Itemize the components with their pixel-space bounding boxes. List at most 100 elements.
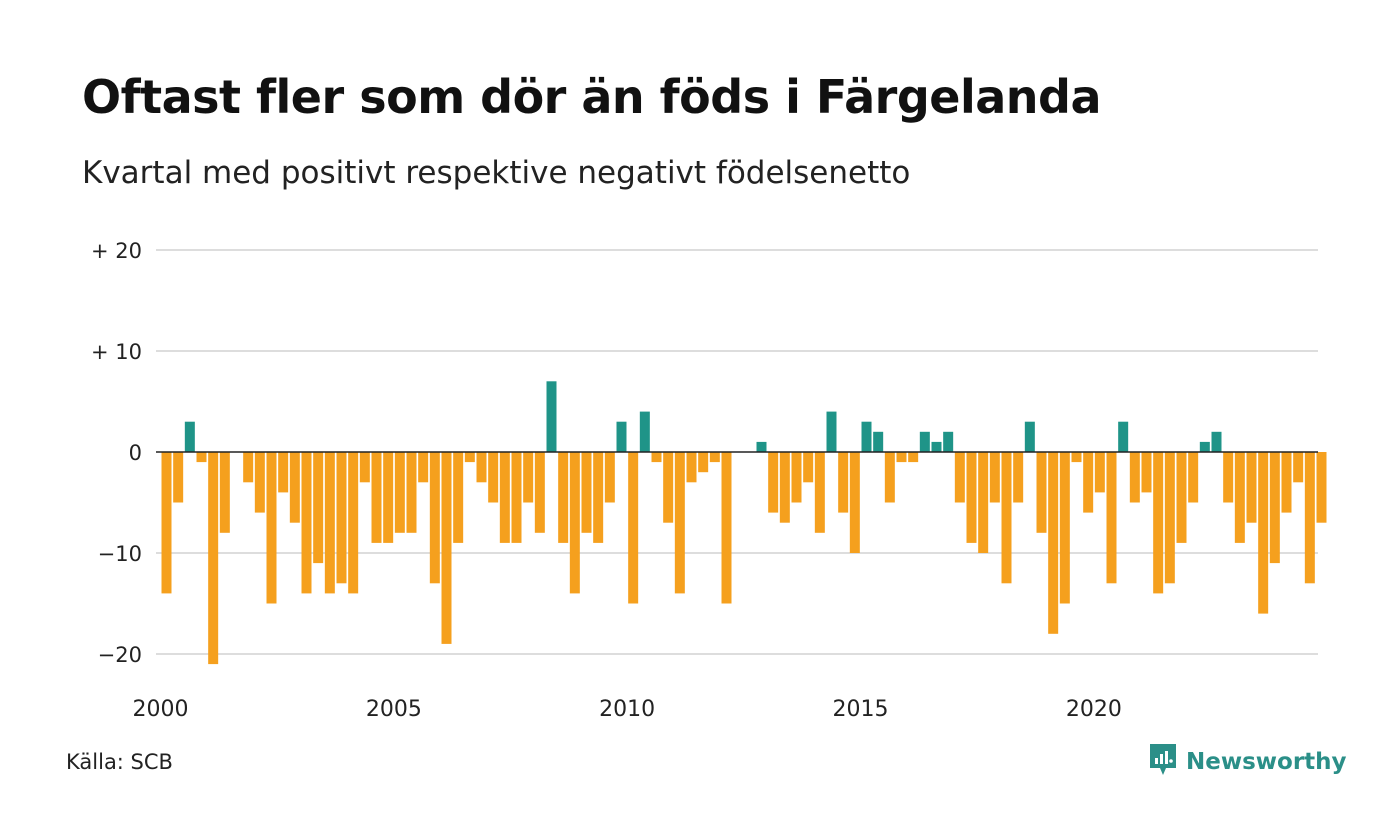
bar <box>814 452 825 533</box>
y-tick-label: 0 <box>129 441 142 465</box>
bar <box>1164 452 1175 584</box>
bar <box>534 452 545 533</box>
bar <box>698 452 709 473</box>
x-tick-label: 2015 <box>833 697 889 722</box>
bar <box>1106 452 1117 584</box>
brand-name: Newsworthy <box>1186 749 1347 775</box>
newsworthy-logo-icon <box>1148 742 1178 782</box>
bar <box>873 431 884 452</box>
bar <box>791 452 802 503</box>
bar <box>569 452 580 594</box>
bar <box>1269 452 1280 564</box>
bar <box>616 421 627 452</box>
x-tick-label: 2000 <box>133 697 189 722</box>
bar <box>1013 452 1024 503</box>
y-tick-label: + 20 <box>91 239 142 263</box>
bar <box>768 452 779 513</box>
bar <box>219 452 230 533</box>
x-tick-label: 2020 <box>1066 697 1122 722</box>
bar <box>966 452 977 543</box>
bar <box>418 452 429 483</box>
bar <box>803 452 814 483</box>
bar <box>359 452 370 483</box>
x-tick-label: 2010 <box>599 697 655 722</box>
bar <box>604 452 615 503</box>
bar <box>254 452 265 513</box>
bar <box>593 452 604 543</box>
bar <box>1258 452 1269 614</box>
bar <box>628 452 639 604</box>
bar <box>1048 452 1059 634</box>
bar <box>1094 452 1105 493</box>
bar <box>348 452 359 594</box>
bar <box>639 411 650 452</box>
bar <box>558 452 569 543</box>
bar <box>441 452 452 644</box>
bar <box>1153 452 1164 594</box>
bar <box>954 452 965 503</box>
bar <box>383 452 394 543</box>
bar <box>896 452 907 463</box>
bar <box>243 452 254 483</box>
y-tick-label: −10 <box>98 542 142 566</box>
bar <box>429 452 440 584</box>
bars <box>161 381 1327 665</box>
bar <box>1071 452 1082 463</box>
y-tick-label: + 10 <box>91 340 142 364</box>
bar <box>173 452 184 503</box>
bar <box>1293 452 1304 483</box>
chart-title: Oftast fler som dör än föds i Färgelanda <box>82 70 1102 124</box>
bar <box>511 452 522 543</box>
bar <box>406 452 417 533</box>
bar <box>709 452 720 463</box>
bar <box>394 452 405 533</box>
bar <box>1211 431 1222 452</box>
bar <box>943 431 954 452</box>
bar <box>464 452 475 463</box>
bar <box>1188 452 1199 503</box>
bar <box>1118 421 1129 452</box>
bar <box>651 452 662 463</box>
bar <box>1246 452 1257 523</box>
bar <box>849 452 860 553</box>
bar <box>826 411 837 452</box>
source-note: Källa: SCB <box>66 750 173 774</box>
bar <box>1199 441 1210 452</box>
bar <box>721 452 732 604</box>
bar <box>1223 452 1234 503</box>
bar <box>1024 421 1035 452</box>
bar <box>1281 452 1292 513</box>
bar <box>324 452 335 594</box>
bar <box>686 452 697 483</box>
bar <box>989 452 1000 503</box>
bar <box>196 452 207 463</box>
bar <box>884 452 895 503</box>
bar <box>861 421 872 452</box>
bar <box>1234 452 1245 543</box>
y-tick-label: −20 <box>98 643 142 667</box>
bar <box>546 381 557 452</box>
bar <box>208 452 219 665</box>
bar <box>581 452 592 533</box>
bar <box>1141 452 1152 493</box>
bar <box>779 452 790 523</box>
bar <box>371 452 382 543</box>
y-axis-ticks: + 20 + 10 0 −10 −20 <box>91 239 142 667</box>
bar <box>453 452 464 543</box>
bar <box>1316 452 1327 523</box>
bar <box>499 452 510 543</box>
bar <box>1083 452 1094 513</box>
x-tick-label: 2005 <box>366 697 422 722</box>
bar <box>266 452 277 604</box>
bar <box>756 441 767 452</box>
x-axis-ticks: 2000 2005 2010 2015 2020 <box>133 697 1122 722</box>
brand[interactable]: Newsworthy <box>1148 744 1347 780</box>
bar <box>488 452 499 503</box>
grid-lines <box>156 249 1318 655</box>
bar <box>278 452 289 493</box>
bar <box>1059 452 1070 604</box>
bar <box>161 452 172 594</box>
bar <box>931 441 942 452</box>
bar <box>1129 452 1140 503</box>
